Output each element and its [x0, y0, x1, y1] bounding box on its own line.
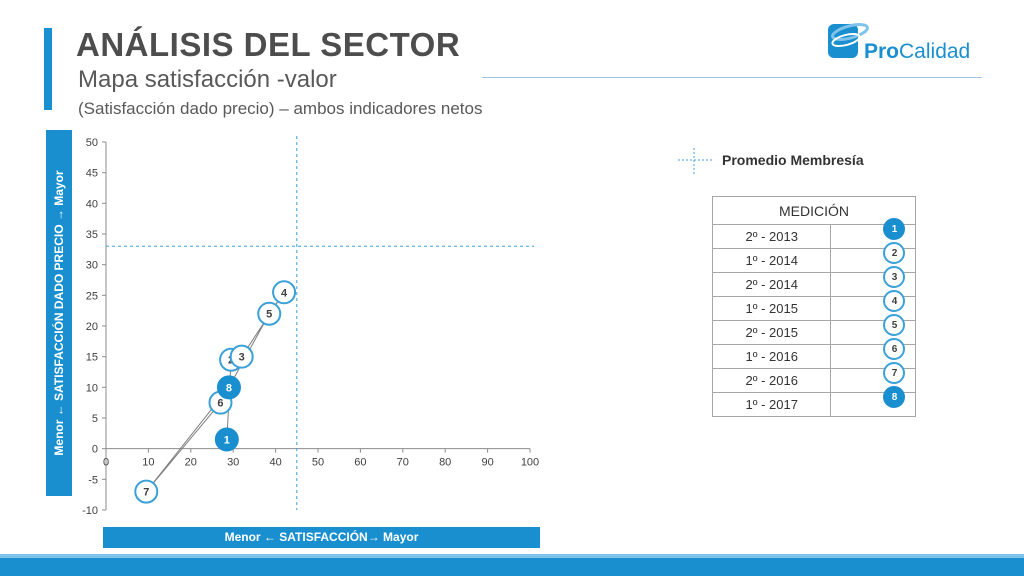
row-marker-cell: 4	[830, 290, 916, 321]
y-tick-label: 50	[86, 137, 98, 149]
logo-text-pro: Pro	[864, 40, 900, 63]
table-header: MEDICIÓN	[712, 196, 916, 225]
y-axis-label-box	[46, 130, 72, 496]
table-row: 1º - 2015 4	[711, 290, 916, 321]
data-point-label: 8	[226, 382, 232, 394]
row-marker: 4	[883, 290, 906, 312]
row-marker-cell: 8	[830, 386, 916, 417]
page-note: (Satisfacción dado precio) – ambos indic…	[78, 99, 483, 118]
y-tick-label: 0	[92, 444, 98, 456]
row-marker-cell: 6	[830, 338, 916, 369]
x-tick-label: 100	[521, 457, 539, 469]
data-point-marker	[216, 375, 241, 400]
row-label: 1º - 2015	[711, 296, 832, 321]
header-divider	[482, 77, 982, 78]
row-label: 2º - 2013	[711, 224, 832, 249]
procalidad-logo-icon	[828, 23, 869, 58]
table-row: 2º - 2016 7	[711, 362, 916, 393]
data-point-marker	[134, 479, 159, 504]
row-marker-cell: 2	[830, 242, 916, 273]
row-marker: 5	[883, 314, 906, 336]
footer-band	[0, 558, 1024, 576]
legend-label: Promedio Membresía	[722, 152, 864, 168]
row-marker-cell: 7	[830, 362, 916, 393]
data-point-marker	[272, 280, 297, 305]
x-tick-label: 20	[185, 457, 197, 469]
row-label: 2º - 2016	[711, 368, 832, 393]
x-tick-label: 80	[439, 457, 451, 469]
row-marker-cell: 1	[830, 218, 916, 249]
footer-band-light	[0, 554, 1024, 558]
x-tick-label: 10	[142, 457, 154, 469]
x-tick-label: 40	[269, 457, 281, 469]
x-axis-label: Menor ← SATISFACCIÓN→ Mayor	[103, 527, 540, 548]
x-tick-label: 50	[312, 457, 324, 469]
x-tick-label: 0	[103, 457, 109, 469]
table-row: 1º - 2017 8	[711, 386, 916, 417]
y-tick-label: 25	[86, 290, 98, 302]
row-marker-cell: 3	[830, 266, 916, 297]
table-row: 1º - 2016 6	[711, 338, 916, 369]
y-tick-label: 10	[86, 382, 98, 394]
data-point-label: 7	[143, 487, 149, 499]
row-label: 1º - 2017	[711, 392, 832, 417]
y-tick-label: -10	[82, 505, 98, 517]
logo-text-calidad: Calidad	[899, 40, 971, 63]
data-point-label: 1	[224, 434, 230, 446]
row-marker: 6	[883, 338, 906, 360]
data-point-marker	[214, 427, 239, 452]
y-axis-label: Menor ← SATISFACCIÓN DADO PRECIO → Mayor	[52, 170, 66, 456]
y-tick-label: 40	[86, 198, 98, 210]
row-marker: 8	[883, 386, 906, 408]
y-tick-label: 5	[92, 413, 98, 425]
measurement-table: MEDICIÓN 2º - 2013 1 1º - 2014 2 2º - 2014 3 1…	[711, 196, 916, 417]
logo-text: ProCalidad	[864, 40, 970, 64]
y-tick-label: 30	[86, 260, 98, 272]
title-accent-bar	[44, 28, 52, 110]
data-point-label: 5	[266, 309, 272, 321]
row-label: 2º - 2015	[711, 320, 832, 345]
y-tick-label: 20	[86, 321, 98, 333]
x-tick-label: 60	[354, 457, 366, 469]
page-title: ANÁLISIS DEL SECTOR	[76, 26, 461, 63]
row-marker-cell: 5	[830, 314, 916, 345]
row-marker: 2	[883, 242, 906, 264]
legend-reference-lines-icon	[678, 148, 714, 174]
row-marker: 3	[883, 266, 906, 288]
x-tick-label: 90	[481, 457, 493, 469]
row-label: 1º - 2014	[711, 248, 832, 273]
data-point-marker	[229, 344, 254, 369]
data-point-label: 6	[217, 398, 223, 410]
page-subtitle: Mapa satisfacción -valor	[78, 66, 337, 93]
y-tick-label: -5	[88, 474, 98, 486]
row-marker: 1	[883, 218, 906, 240]
y-tick-label: 35	[86, 229, 98, 241]
y-tick-label: 45	[86, 168, 98, 180]
x-tick-label: 70	[397, 457, 409, 469]
data-point-label: 4	[281, 287, 288, 299]
table-row: 2º - 2013 1	[711, 218, 916, 249]
data-point-marker	[257, 301, 282, 326]
y-tick-label: 15	[86, 352, 98, 364]
row-label: 1º - 2016	[711, 344, 832, 369]
data-point-label: 3	[239, 352, 245, 364]
table-row: 2º - 2014 3	[711, 266, 916, 297]
table-row: 1º - 2014 2	[711, 242, 916, 273]
x-tick-label: 30	[227, 457, 239, 469]
row-marker: 7	[883, 362, 906, 384]
row-label: 2º - 2014	[711, 272, 832, 297]
